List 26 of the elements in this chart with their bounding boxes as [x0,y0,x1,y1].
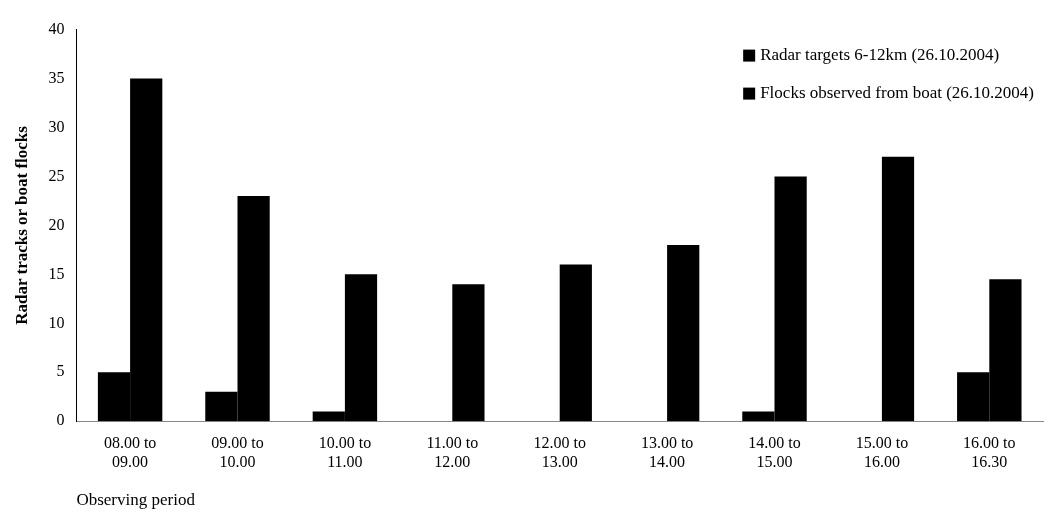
y-tick-label: 20 [48,215,65,233]
y-tick-label: 25 [48,166,65,184]
x-tick-label: 09.00 to 10.00 [211,434,264,471]
y-tick-label: 10 [48,313,65,331]
y-tick-label: 40 [48,19,65,37]
y-tick-label: 5 [56,362,65,380]
bar [667,244,700,422]
y-tick-label: 15 [48,264,65,282]
x-tick-label: 16.00 to 16.30 [963,434,1016,471]
x-tick-label: 10.00 to 11.00 [318,434,372,471]
bar [452,284,485,422]
y-tick-label: 35 [48,68,65,86]
x-tick-label: 13.00 to 14.00 [640,434,694,471]
legend-label: Radar targets 6-12km (26.10.2004) [760,45,1000,65]
x-axis-title: Observing period [76,490,196,510]
y-tick-label: 0 [56,411,65,429]
x-tick-label: 12.00 to 13.00 [533,434,586,471]
bar [881,156,915,422]
x-tick-label: 08.00 to 09.00 [103,434,157,471]
y-axis-title: Radar tracks or boat flocks [11,125,31,325]
x-tick-label: 11.00 to 12.00 [426,434,479,471]
x-tick-label: 15.00 to 16.00 [855,434,909,471]
x-tick-label: 14.00 to 15.00 [748,434,801,471]
bar [559,264,592,422]
y-tick-label: 30 [48,117,65,135]
legend-label: Flocks observed from boat (26.10.2004) [760,83,1034,103]
